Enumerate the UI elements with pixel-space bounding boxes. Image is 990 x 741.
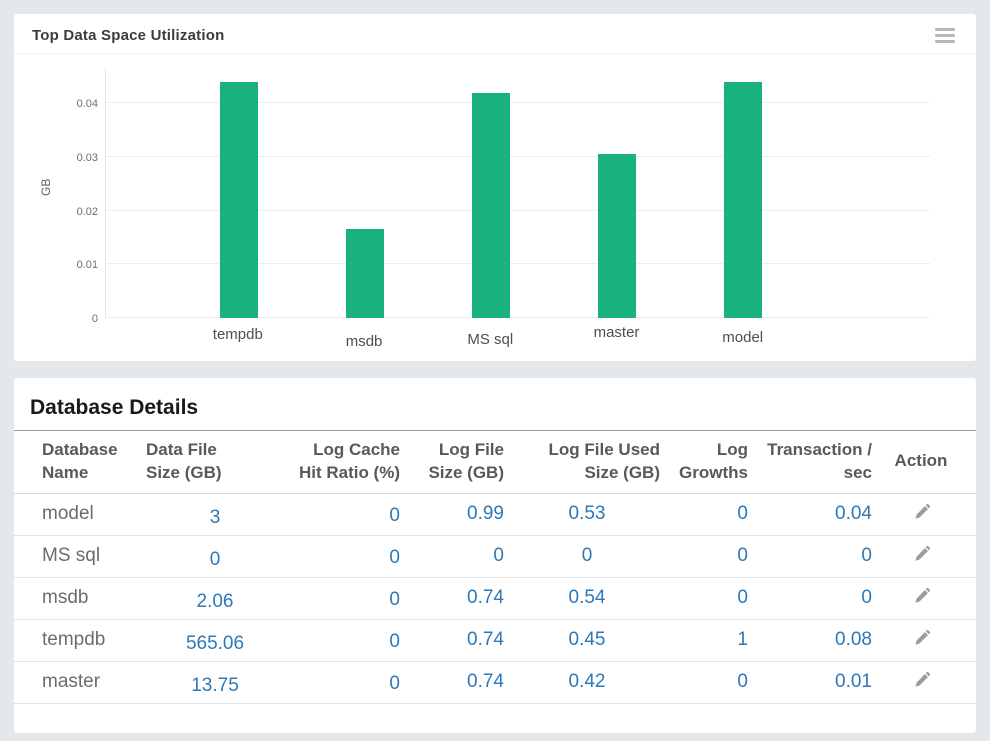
action-cell [890,535,976,577]
bar-msdb[interactable] [345,229,384,318]
value-cell[interactable]: 0 [737,545,748,566]
value-cell[interactable]: 0.54 [568,587,606,608]
value-cell[interactable]: 1 [737,629,748,650]
bar-tempdb[interactable] [219,81,258,318]
value-cell[interactable]: 2.06 [196,591,234,612]
value-cell[interactable]: 565.06 [185,633,245,654]
table-header-row: Database Name Data File Size (GB) Log Cach… [14,431,976,493]
value-cell[interactable]: 0.01 [835,671,872,692]
database-name-cell: master [42,671,101,692]
x-axis-labels: tempdb msdb MS sql master model [105,324,930,354]
edit-pencil-icon[interactable] [908,585,935,608]
y-tick-label: 0 [91,313,98,325]
gridline [106,263,930,265]
table-row: model 3 0 0.99 0.53 0 0.04 [14,493,976,535]
database-name-cell: MS sql [42,545,101,566]
value-cell[interactable]: 13.75 [191,675,239,696]
value-cell[interactable]: 0.45 [568,629,606,650]
value-cell[interactable]: 0 [737,587,748,608]
hamburger-menu-icon[interactable] [932,25,958,46]
value-cell[interactable]: 0 [493,545,504,566]
value-cell[interactable]: 0 [389,631,400,652]
action-cell [890,493,976,535]
y-axis-title: GB [39,178,53,196]
column-header: Log Growths [679,439,748,482]
bar-master[interactable] [597,154,636,318]
edit-pencil-icon[interactable] [908,501,935,524]
table-title: Database Details [30,396,199,419]
x-tick-label: msdb [345,333,383,350]
column-header: Action [894,451,948,471]
table-row: msdb 2.06 0 0.74 0.54 0 0 [14,577,976,619]
gridline [106,102,930,104]
table-row: master 13.75 0 0.74 0.42 0 0.01 [14,661,976,703]
value-cell[interactable]: 3 [209,507,221,528]
value-cell[interactable]: 0 [737,671,748,692]
value-cell[interactable]: 0.74 [467,671,504,692]
value-cell[interactable]: 0 [861,545,872,566]
column-header: Log File Size (GB) [428,439,504,482]
value-cell[interactable]: 0.04 [835,503,872,524]
value-cell[interactable]: 0 [737,503,748,524]
value-cell[interactable]: 0 [389,589,400,610]
value-cell[interactable]: 0.53 [568,503,606,524]
value-cell[interactable]: 0.99 [467,503,504,524]
database-name-cell: tempdb [42,629,106,650]
chart-panel-header: Top Data Space Utilization [14,14,976,54]
column-header: Log File Used Size (GB) [548,439,660,482]
value-cell[interactable]: 0.74 [467,629,504,650]
edit-pencil-icon[interactable] [908,627,935,650]
table-row: tempdb 565.06 0 0.74 0.45 1 0.08 [14,619,976,661]
edit-pencil-icon[interactable] [908,543,935,566]
gridline [106,156,930,158]
database-details-table: Database Name Data File Size (GB) Log Cach… [14,431,976,704]
x-tick-label: tempdb [212,326,263,343]
column-header: Log Cache Hit Ratio (%) [298,439,400,482]
y-tick-label: 0.04 [76,98,98,111]
value-cell[interactable]: 0 [581,545,593,566]
y-tick-label: 0.02 [76,205,98,218]
column-header: Data File Size (GB) [146,439,222,482]
action-cell [890,577,976,619]
bar-chart: GB 0 0.01 0.02 0.03 0.04 tempdb msdb MS sql mas… [14,54,976,354]
column-header: Transaction / sec [767,439,872,482]
database-name-cell: msdb [42,587,89,608]
value-cell[interactable]: 0 [389,547,400,568]
value-cell[interactable]: 0 [861,587,872,608]
bar-MS sql[interactable] [471,92,510,318]
value-cell[interactable]: 0.42 [568,671,606,692]
x-tick-label: master [593,324,640,341]
x-tick-label: model [722,329,764,346]
action-cell [890,661,976,703]
value-cell[interactable]: 0 [389,505,400,526]
chart-plot-area: 0 0.01 0.02 0.03 0.04 [77,68,930,325]
action-cell [890,619,976,661]
value-cell[interactable]: 0.74 [467,587,504,608]
gridline [106,317,930,318]
top-data-space-utilization-panel: Top Data Space Utilization GB 0 0.01 0.02 0… [14,14,976,361]
y-tick-label: 0.03 [76,152,98,165]
bar-model[interactable] [723,81,762,318]
value-cell[interactable]: 0 [209,549,221,570]
gridline [106,209,930,211]
database-details-table-wrap: Database Name Data File Size (GB) Log Cach… [14,430,976,704]
y-tick-label: 0.01 [76,259,98,272]
value-cell[interactable]: 0.08 [835,629,872,650]
database-details-panel: Database Details Database Name Data File … [14,378,976,733]
column-header: Database Name [42,439,118,482]
edit-pencil-icon[interactable] [908,669,935,692]
database-name-cell: model [42,503,94,524]
value-cell[interactable]: 0 [389,673,400,694]
table-row: MS sql 0 0 0 0 0 0 [14,535,976,577]
chart-title: Top Data Space Utilization [32,27,225,44]
x-tick-label: MS sql [467,331,514,348]
